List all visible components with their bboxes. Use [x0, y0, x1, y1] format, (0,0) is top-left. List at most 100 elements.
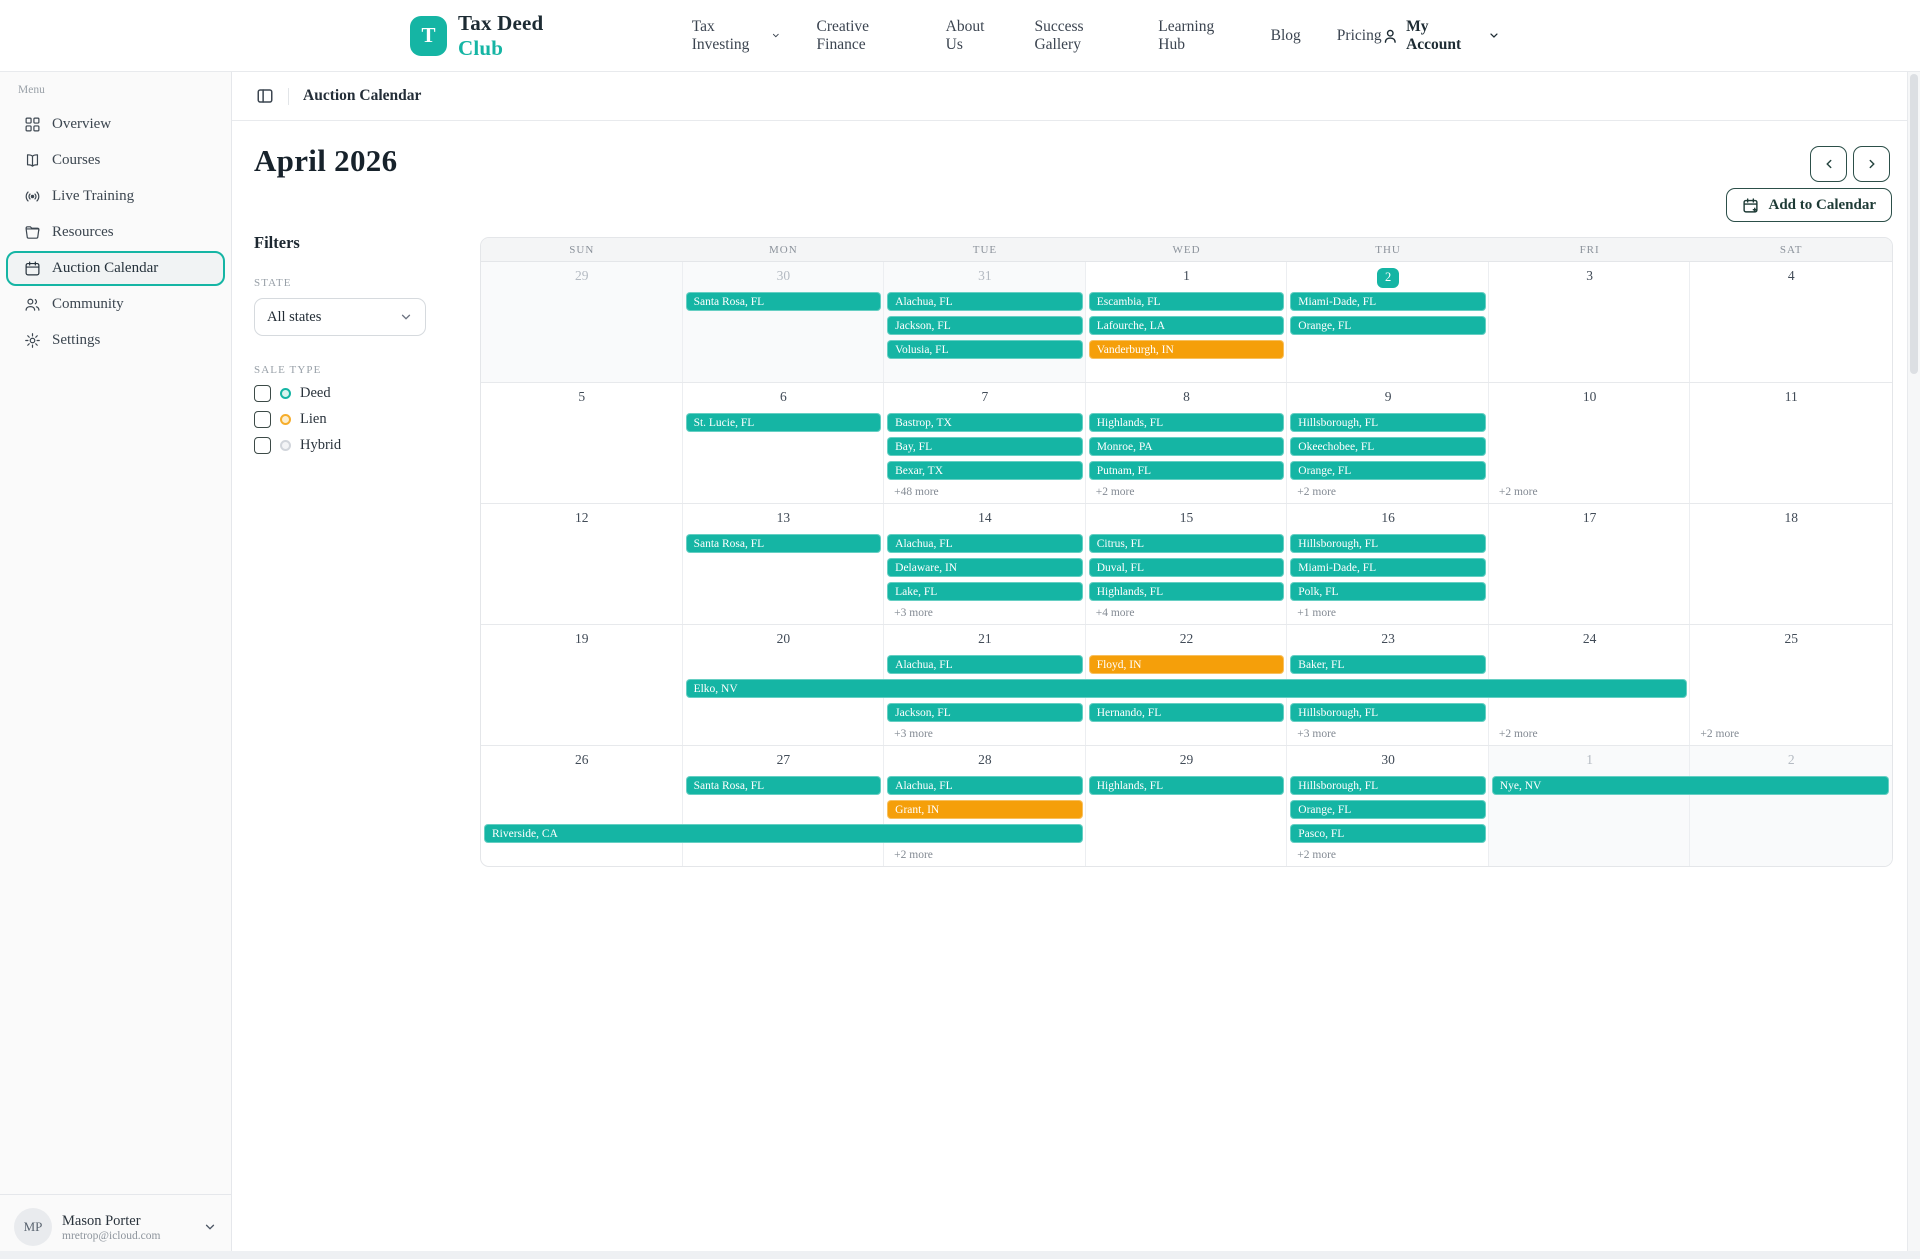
- event-deed[interactable]: Bay, FL: [887, 437, 1083, 456]
- event-deed[interactable]: Lafourche, LA: [1088, 316, 1285, 335]
- event-deed[interactable]: Jackson, FL: [887, 703, 1083, 722]
- more-events-link[interactable]: +3 more: [894, 607, 933, 619]
- event-deed[interactable]: Lake, FL: [887, 582, 1083, 601]
- day-cell[interactable]: [481, 383, 683, 503]
- event-deed[interactable]: Miami-Dade, FL: [1290, 292, 1486, 311]
- checkbox-hybrid[interactable]: [254, 437, 271, 454]
- user-card[interactable]: MP Mason Porter mretrop@icloud.com: [0, 1194, 231, 1259]
- event-deed[interactable]: Highlands, FL: [1088, 776, 1285, 795]
- event-deed[interactable]: Hillsborough, FL: [1290, 534, 1486, 553]
- event-deed[interactable]: Hillsborough, FL: [1290, 776, 1486, 795]
- checkbox-lien[interactable]: [254, 411, 271, 428]
- event-deed[interactable]: Santa Rosa, FL: [685, 776, 882, 795]
- more-events-link[interactable]: +3 more: [894, 728, 933, 740]
- sidebar-item-overview[interactable]: Overview: [6, 107, 225, 142]
- day-cell[interactable]: [481, 746, 683, 866]
- scrollbar-thumb[interactable]: [1910, 74, 1918, 374]
- event-deed[interactable]: Alachua, FL: [887, 655, 1083, 674]
- event-deed[interactable]: Santa Rosa, FL: [685, 534, 882, 553]
- event-deed[interactable]: Hillsborough, FL: [1290, 703, 1486, 722]
- my-account-menu[interactable]: My Account: [1382, 18, 1500, 54]
- event-deed[interactable]: Alachua, FL: [887, 534, 1083, 553]
- nav-link-creative-finance[interactable]: Creative Finance: [817, 18, 910, 54]
- sidebar-item-community[interactable]: Community: [6, 287, 225, 322]
- prev-month-button[interactable]: [1810, 146, 1847, 182]
- more-events-link[interactable]: +2 more: [1297, 486, 1337, 498]
- more-events-link[interactable]: +2 more: [1297, 849, 1337, 861]
- brand-logo[interactable]: T Tax Deed Club: [410, 11, 584, 61]
- day-cell[interactable]: [682, 262, 885, 382]
- day-cell[interactable]: [1287, 383, 1489, 503]
- sidebar-item-settings[interactable]: Settings: [6, 323, 225, 358]
- more-events-link[interactable]: +2 more: [1498, 728, 1538, 740]
- state-select[interactable]: All states: [254, 298, 426, 336]
- sidebar-item-auction-calendar[interactable]: Auction Calendar: [6, 251, 225, 286]
- day-cell[interactable]: [1489, 504, 1691, 624]
- event-deed[interactable]: Elko, NV: [685, 679, 1688, 698]
- event-lien[interactable]: Grant, IN: [887, 800, 1083, 819]
- event-deed[interactable]: St. Lucie, FL: [685, 413, 882, 432]
- nav-link-tax-investing[interactable]: Tax Investing: [692, 18, 781, 54]
- day-cell[interactable]: [1489, 262, 1691, 382]
- event-deed[interactable]: Orange, FL: [1290, 800, 1486, 819]
- day-cell[interactable]: [481, 262, 683, 382]
- more-events-link[interactable]: +4 more: [1095, 607, 1135, 619]
- event-deed[interactable]: Hernando, FL: [1088, 703, 1285, 722]
- day-cell[interactable]: [683, 746, 885, 866]
- event-deed[interactable]: Highlands, FL: [1088, 582, 1285, 601]
- more-events-link[interactable]: +3 more: [1297, 728, 1337, 740]
- event-deed[interactable]: Escambia, FL: [1088, 292, 1285, 311]
- day-cell[interactable]: [884, 383, 1086, 503]
- day-cell[interactable]: [481, 625, 683, 745]
- event-deed[interactable]: Citrus, FL: [1088, 534, 1285, 553]
- more-events-link[interactable]: +1 more: [1297, 607, 1337, 619]
- more-events-link[interactable]: +2 more: [1498, 486, 1538, 498]
- event-deed[interactable]: Volusia, FL: [887, 340, 1083, 359]
- next-month-button[interactable]: [1853, 146, 1890, 182]
- event-deed[interactable]: Alachua, FL: [887, 292, 1083, 311]
- day-cell[interactable]: [683, 383, 885, 503]
- event-deed[interactable]: Miami-Dade, FL: [1290, 558, 1486, 577]
- event-deed[interactable]: Alachua, FL: [887, 776, 1083, 795]
- day-cell[interactable]: [1489, 383, 1691, 503]
- event-deed[interactable]: Nye, NV: [1491, 776, 1889, 795]
- day-cell[interactable]: [884, 746, 1086, 866]
- day-cell[interactable]: [1086, 746, 1288, 866]
- event-deed[interactable]: Polk, FL: [1290, 582, 1486, 601]
- event-deed[interactable]: Okeechobee, FL: [1290, 437, 1486, 456]
- sidebar-item-live-training[interactable]: Live Training: [6, 179, 225, 214]
- event-deed[interactable]: Jackson, FL: [887, 316, 1083, 335]
- more-events-link[interactable]: +2 more: [1095, 486, 1135, 498]
- event-deed[interactable]: Hillsborough, FL: [1290, 413, 1486, 432]
- day-cell[interactable]: [1287, 504, 1489, 624]
- event-deed[interactable]: Riverside, CA: [484, 824, 1083, 843]
- day-cell[interactable]: [1086, 383, 1288, 503]
- more-events-link[interactable]: +2 more: [894, 849, 933, 861]
- event-deed[interactable]: Orange, FL: [1290, 461, 1486, 480]
- event-deed[interactable]: Highlands, FL: [1088, 413, 1285, 432]
- day-cell[interactable]: [1086, 262, 1288, 382]
- nav-link-pricing[interactable]: Pricing: [1337, 27, 1382, 45]
- event-deed[interactable]: Pasco, FL: [1290, 824, 1486, 843]
- day-cell[interactable]: [1287, 262, 1489, 382]
- add-to-calendar-button[interactable]: Add to Calendar: [1726, 188, 1892, 222]
- nav-link-success-gallery[interactable]: Success Gallery: [1034, 18, 1122, 54]
- event-lien[interactable]: Floyd, IN: [1088, 655, 1285, 674]
- nav-link-about-us[interactable]: About Us: [946, 18, 999, 54]
- event-deed[interactable]: Delaware, IN: [887, 558, 1083, 577]
- event-deed[interactable]: Baker, FL: [1290, 655, 1486, 674]
- more-events-link[interactable]: +48 more: [894, 486, 939, 498]
- event-lien[interactable]: Vanderburgh, IN: [1088, 340, 1285, 359]
- day-cell[interactable]: [1489, 625, 1691, 745]
- nav-link-blog[interactable]: Blog: [1271, 27, 1301, 45]
- checkbox-deed[interactable]: [254, 385, 271, 402]
- day-cell[interactable]: [1690, 746, 1892, 866]
- day-cell[interactable]: [884, 504, 1086, 624]
- day-cell[interactable]: [481, 504, 683, 624]
- sidebar-item-resources[interactable]: Resources: [6, 215, 225, 250]
- day-cell[interactable]: [1488, 746, 1691, 866]
- event-deed[interactable]: Monroe, PA: [1088, 437, 1285, 456]
- event-deed[interactable]: Putnam, FL: [1088, 461, 1285, 480]
- horizontal-scrollbar[interactable]: [0, 1251, 1920, 1259]
- vertical-scrollbar[interactable]: [1907, 72, 1920, 1251]
